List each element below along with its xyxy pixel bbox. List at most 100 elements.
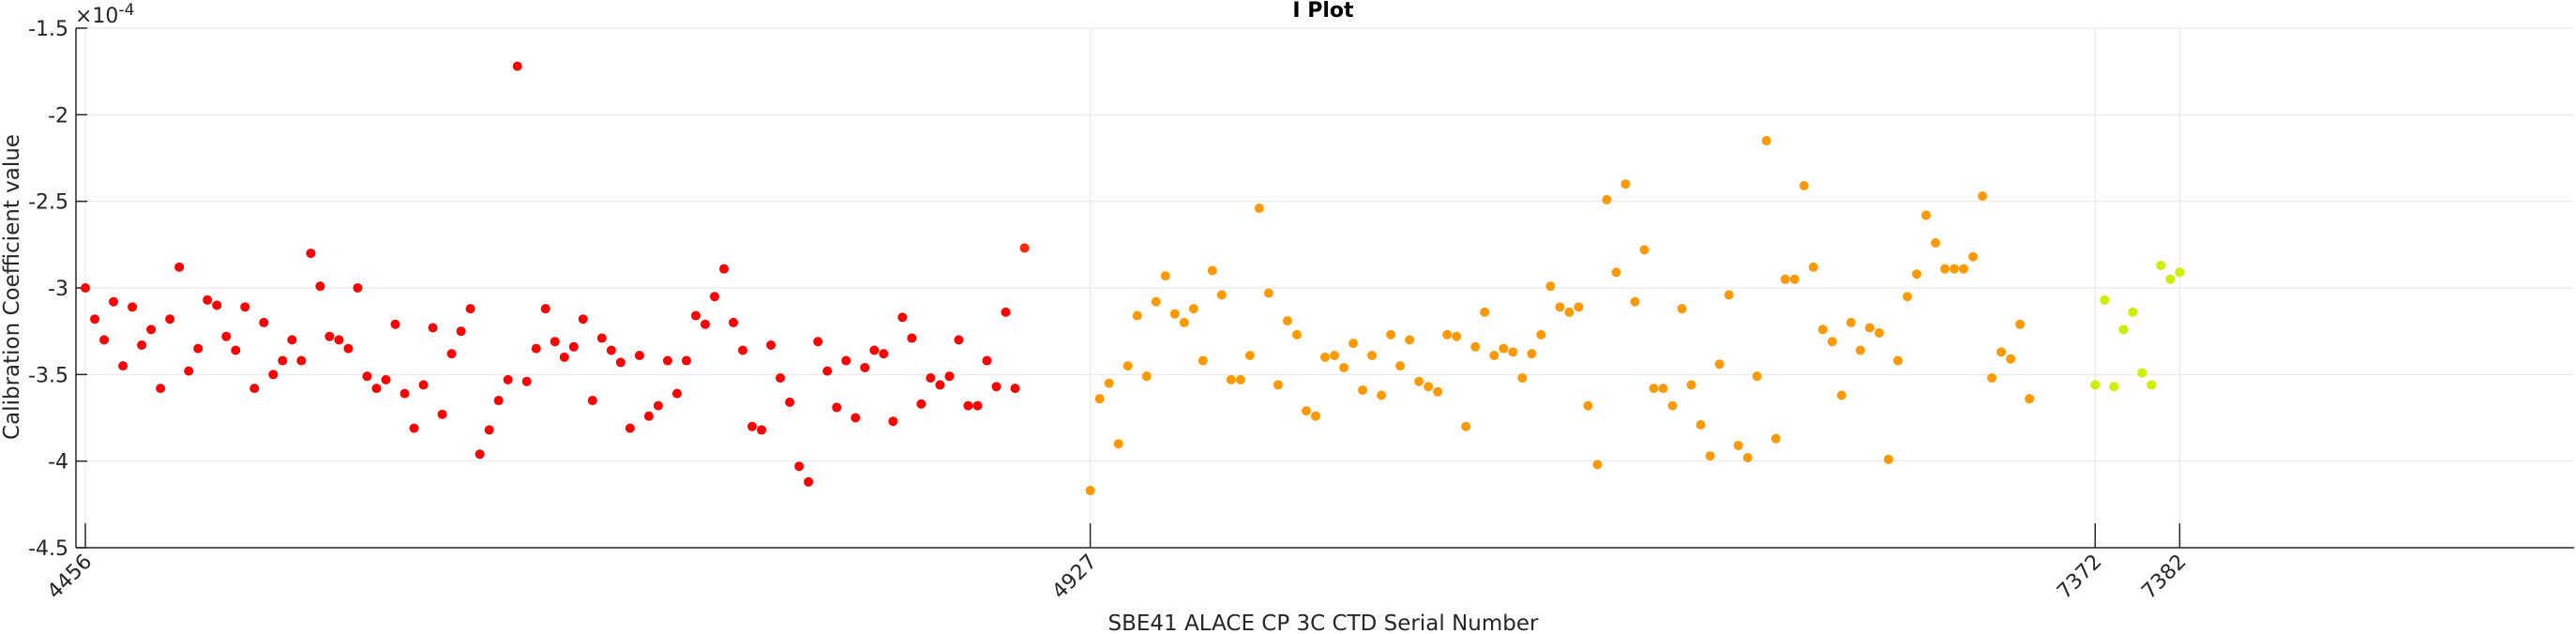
scatter-point bbox=[1085, 486, 1095, 496]
scatter-point bbox=[860, 362, 870, 372]
scatter-point bbox=[1141, 371, 1152, 382]
scatter-point bbox=[296, 355, 307, 366]
scatter-point bbox=[1874, 328, 1884, 339]
scatter-point bbox=[1508, 347, 1518, 357]
scatter-point bbox=[1742, 452, 1753, 462]
y-tick-label: -1.5 bbox=[28, 18, 68, 41]
scatter-point bbox=[287, 335, 297, 345]
y-tick-label: -3.5 bbox=[28, 364, 68, 387]
y-tick-label: -2 bbox=[48, 104, 68, 128]
scatter-point bbox=[521, 376, 532, 386]
scatter-point bbox=[738, 345, 748, 355]
y-exponent-label: ×10-4 bbox=[75, 1, 134, 28]
scatter-point bbox=[643, 411, 654, 421]
scatter-point bbox=[1620, 179, 1631, 189]
scatter-point bbox=[1902, 292, 1912, 302]
scatter-point bbox=[1517, 373, 1528, 384]
scatter-point bbox=[1330, 351, 1340, 361]
scatter-point bbox=[2090, 380, 2101, 390]
scatter-point bbox=[1892, 355, 1903, 366]
y-tick-label: -4 bbox=[48, 451, 68, 475]
scatter-point bbox=[306, 249, 316, 259]
scatter-point bbox=[1433, 386, 1443, 397]
scatter-point bbox=[888, 416, 898, 427]
scatter-point bbox=[90, 314, 100, 325]
scatter-point bbox=[1611, 267, 1621, 278]
scatter-point bbox=[334, 335, 344, 345]
scatter-point bbox=[785, 397, 795, 407]
chart-title: I Plot bbox=[1292, 0, 1354, 23]
scatter-point bbox=[851, 413, 861, 423]
scatter-point bbox=[1911, 269, 1921, 279]
scatter-point bbox=[1733, 441, 1743, 451]
scatter-point bbox=[1207, 265, 1217, 276]
scatter-point bbox=[1122, 361, 1133, 371]
scatter-point bbox=[1827, 337, 1837, 347]
scatter-point bbox=[1536, 329, 1546, 340]
scatter-point bbox=[343, 343, 354, 354]
scatter-point bbox=[1864, 323, 1875, 333]
scatter-point bbox=[184, 366, 194, 376]
scatter-point bbox=[1799, 181, 1809, 191]
scatter-point bbox=[362, 371, 372, 382]
scatter-point bbox=[1555, 302, 1565, 312]
scatter-point bbox=[700, 319, 711, 329]
scatter-point bbox=[813, 337, 823, 347]
scatter-point bbox=[1752, 371, 1762, 382]
scatter-point bbox=[1996, 347, 2007, 357]
scatter-point bbox=[1226, 374, 1236, 385]
scatter-point bbox=[2006, 354, 2016, 364]
scatter-point bbox=[1405, 335, 1415, 345]
scatter-point bbox=[353, 283, 363, 293]
y-tick-label: -2.5 bbox=[28, 191, 68, 215]
scatter-point bbox=[1001, 307, 1011, 317]
scatter-point bbox=[1188, 304, 1198, 314]
scatter-point bbox=[249, 384, 260, 394]
scatter-point bbox=[1301, 406, 1311, 416]
scatter-point bbox=[841, 355, 851, 366]
scatter-point bbox=[1235, 374, 1245, 385]
scatter-point bbox=[1639, 245, 1650, 255]
scatter-point bbox=[1780, 274, 1790, 284]
scatter-point bbox=[315, 281, 325, 292]
scatter-point bbox=[747, 421, 758, 431]
scatter-point bbox=[1104, 378, 1114, 388]
scatter-point bbox=[634, 351, 644, 361]
scatter-point bbox=[596, 333, 607, 343]
scatter-point bbox=[221, 331, 232, 341]
scatter-point bbox=[982, 355, 992, 366]
scatter-point bbox=[1310, 411, 1320, 421]
scatter-point bbox=[2109, 382, 2119, 392]
scatter-point bbox=[926, 373, 936, 384]
scatter-point bbox=[446, 349, 457, 359]
scatter-point bbox=[2128, 307, 2138, 317]
scatter-point bbox=[99, 335, 110, 345]
scatter-point bbox=[2118, 325, 2129, 335]
scatter-point bbox=[1442, 329, 1453, 340]
scatter-point bbox=[559, 352, 569, 362]
scatter-point bbox=[324, 331, 335, 341]
scatter-point bbox=[1950, 264, 1960, 274]
scatter-point bbox=[456, 326, 466, 337]
scatter-point bbox=[1705, 451, 1715, 461]
scatter-point bbox=[1386, 329, 1396, 340]
scatter-point bbox=[437, 409, 447, 419]
scatter-point bbox=[587, 396, 597, 406]
scatter-point bbox=[1930, 237, 1940, 248]
scatter-point bbox=[1677, 304, 1687, 314]
scatter-point bbox=[137, 340, 147, 350]
scatter-point bbox=[1649, 384, 1659, 394]
scatter-point bbox=[1845, 317, 1856, 327]
scatter-point bbox=[1010, 384, 1020, 394]
scatter-point bbox=[193, 343, 203, 354]
scatter-point bbox=[606, 345, 616, 355]
scatter-point bbox=[484, 425, 494, 435]
scatter-point bbox=[1244, 351, 1255, 361]
scatter-point bbox=[1198, 355, 1208, 366]
scatter-point bbox=[1461, 421, 1471, 431]
scatter-point bbox=[991, 382, 1002, 392]
scatter-point bbox=[1978, 191, 1988, 202]
scatter-point bbox=[146, 325, 157, 335]
